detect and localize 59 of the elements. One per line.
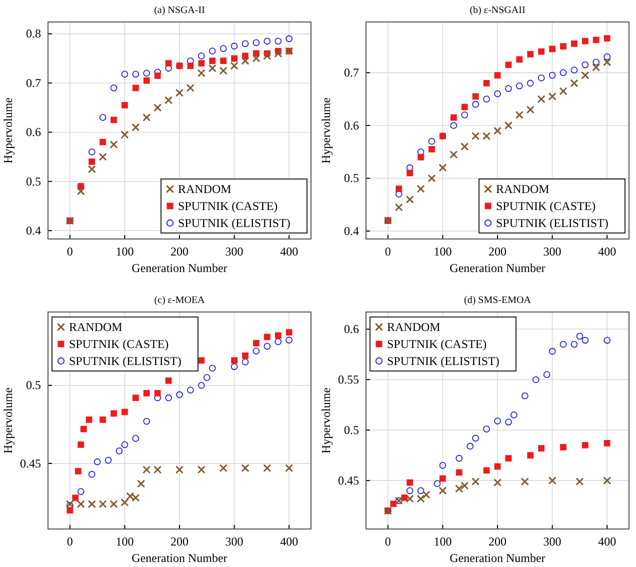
y-tick-label: 0.4 — [344, 224, 359, 238]
x-tick-label: 0 — [384, 534, 391, 549]
y-tick-label: 0.4 — [26, 223, 41, 238]
legend-label: SPUTNIK (CASTE) — [69, 337, 169, 351]
x-tick-label: 300 — [543, 534, 562, 549]
x-tick-label: 400 — [280, 534, 298, 549]
legend-label: RANDOM — [387, 320, 441, 334]
y-axis-title: Hypervolume — [319, 388, 333, 454]
y-tick-label: 0.5 — [26, 378, 41, 392]
x-tick-label: 200 — [170, 534, 188, 549]
legend-label: RANDOM — [496, 182, 550, 196]
x-tick-label: 0 — [66, 244, 73, 259]
x-tick-label: 400 — [280, 244, 298, 259]
legend-label: SPUTNIK (CASTE) — [496, 199, 596, 213]
x-tick-label: 200 — [488, 534, 506, 549]
y-axis-title: Hypervolume — [1, 98, 15, 164]
x-tick-label: 400 — [598, 244, 616, 259]
x-tick-label: 200 — [488, 244, 506, 259]
x-tick-label: 100 — [116, 244, 134, 259]
chart-title: (d) SMS-EMOA — [464, 295, 532, 306]
x-tick-label: 100 — [116, 534, 134, 549]
x-tick-label: 300 — [225, 534, 244, 549]
x-axis-title: Generation Number — [132, 261, 228, 275]
legend-label: RANDOM — [178, 182, 232, 196]
legend-label: RANDOM — [69, 320, 123, 334]
y-tick-label: 0.6 — [344, 118, 359, 132]
x-axis-title: Generation Number — [132, 551, 228, 565]
y-tick-label: 0.55 — [338, 372, 359, 386]
legend-label: SPUTNIK (ELISTIST) — [387, 354, 500, 368]
y-tick-label: 0.6 — [344, 322, 359, 336]
chart-title: (b) ε-NSGAII — [470, 5, 526, 16]
chart-title: (a) NSGA-II — [154, 5, 205, 16]
legend-label: SPUTNIK (ELISTIST) — [178, 216, 290, 230]
y-axis-title: Hypervolume — [319, 98, 333, 164]
y-tick-label: 0.6 — [26, 125, 41, 140]
y-tick-label: 0.45 — [338, 473, 359, 488]
x-tick-label: 300 — [225, 244, 244, 259]
x-tick-label: 400 — [598, 534, 616, 549]
legend-label: SPUTNIK (ELISTIST) — [69, 354, 182, 368]
x-axis-title: Generation Number — [450, 551, 546, 565]
x-tick-label: 200 — [170, 244, 188, 259]
x-tick-label: 100 — [434, 244, 452, 259]
x-tick-label: 100 — [434, 534, 452, 549]
legend-label: SPUTNIK (CASTE) — [387, 337, 487, 351]
y-axis-title: Hypervolume — [1, 388, 15, 454]
x-tick-label: 300 — [543, 244, 562, 259]
legend-label: SPUTNIK (CASTE) — [178, 199, 278, 213]
y-tick-label: 0.45 — [20, 456, 41, 470]
y-tick-label: 0.5 — [26, 174, 41, 188]
x-axis-title: Generation Number — [450, 261, 546, 275]
y-tick-label: 0.7 — [26, 76, 41, 90]
chart-title: (c) ε-MOEA — [154, 295, 206, 306]
y-tick-label: 0.5 — [344, 171, 359, 186]
x-tick-label: 0 — [66, 534, 73, 549]
y-tick-label: 0.7 — [344, 66, 359, 80]
y-tick-label: 0.8 — [26, 26, 41, 41]
x-tick-label: 0 — [384, 244, 391, 259]
y-tick-label: 0.5 — [344, 422, 359, 437]
legend-label: SPUTNIK (ELISTIST) — [496, 216, 608, 230]
